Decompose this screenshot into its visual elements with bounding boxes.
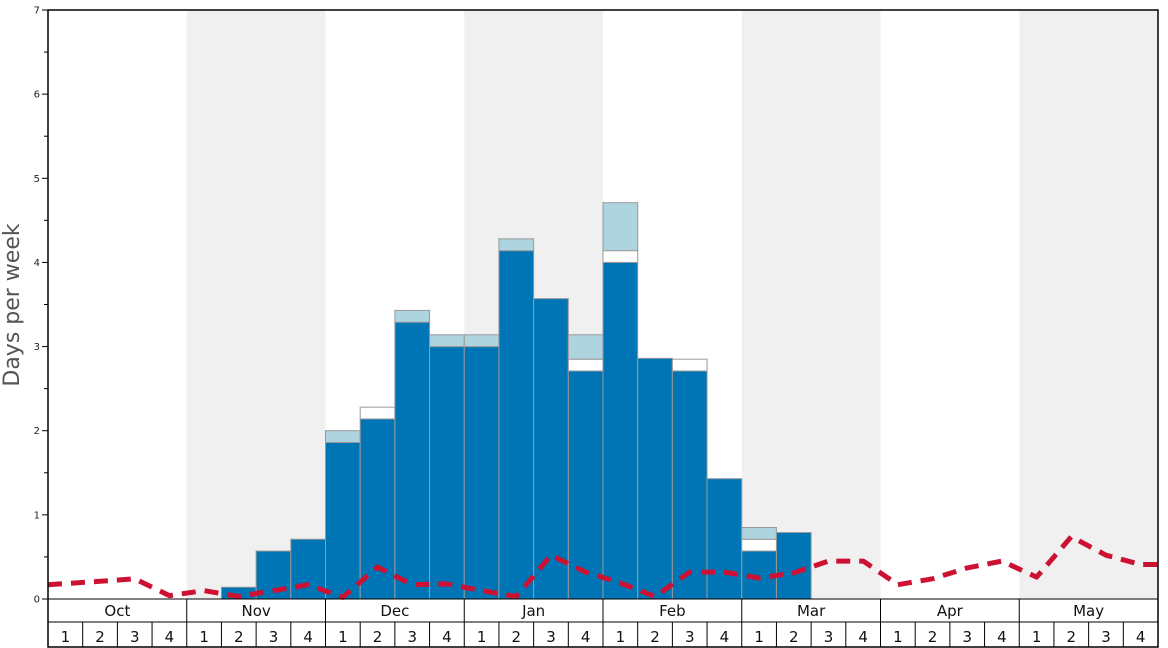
week-label: 4 <box>581 628 591 646</box>
week-label: 3 <box>130 628 140 646</box>
week-label: 1 <box>893 628 903 646</box>
week-label: 4 <box>720 628 730 646</box>
week-label: 2 <box>789 628 799 646</box>
bar-series1-week-9 <box>325 441 361 600</box>
week-label: 3 <box>269 628 279 646</box>
y-axis: 0 1 2 3 4 5 6 7 <box>34 6 48 606</box>
bar-series2-week-10 <box>359 406 396 420</box>
average-line-series <box>47 534 1158 600</box>
month-label-dec: Dec <box>380 602 409 620</box>
week-label: 3 <box>407 628 417 646</box>
week-label: 1 <box>338 628 348 646</box>
week-label: 4 <box>1136 628 1146 646</box>
month-band-mar <box>741 10 881 599</box>
week-label: 1 <box>477 628 487 646</box>
week-label: 1 <box>199 628 209 646</box>
bar-series3-week-21 <box>741 526 777 540</box>
week-label: 2 <box>1067 628 1077 646</box>
bar-series1-week-20 <box>706 478 743 600</box>
month-label-jan: Jan <box>521 602 545 620</box>
y-tick-label: 0 <box>34 595 40 606</box>
bar-series2-week-21 <box>741 538 777 552</box>
y-tick-label: 3 <box>34 342 40 353</box>
month-label-nov: Nov <box>241 602 270 620</box>
month-label-feb: Feb <box>659 602 686 620</box>
week-label: 2 <box>234 628 244 646</box>
month-band-nov <box>186 10 326 599</box>
week-label: 1 <box>754 628 764 646</box>
month-band-may <box>1019 10 1158 599</box>
bar-series3-week-13 <box>463 334 500 348</box>
bar-series3-week-9 <box>325 430 361 443</box>
y-tick-label: 4 <box>34 258 40 269</box>
bar-series1-week-15 <box>533 298 569 600</box>
bar-series3-week-12 <box>429 334 465 348</box>
month-label-may: May <box>1073 602 1104 620</box>
bar-series3-week-17 <box>602 202 639 252</box>
week-label: 4 <box>165 628 175 646</box>
month-label-oct: Oct <box>104 602 130 620</box>
bar-series1-week-22 <box>775 532 812 600</box>
week-label: 1 <box>616 628 626 646</box>
x-axis: Oct 1 2 3 4 Nov 1 2 3 4 Dec 1 2 3 4 Jan 1 2 3 4 Feb 1 2 3 4 Mar 1 2… <box>61 599 1146 647</box>
week-label: 4 <box>858 628 868 646</box>
week-label: 3 <box>824 628 834 646</box>
y-tick-label: 2 <box>34 426 40 437</box>
week-label: 4 <box>303 628 313 646</box>
y-tick-label: 7 <box>34 6 40 17</box>
y-tick-label: 1 <box>34 510 40 521</box>
bar-series2-week-16 <box>567 358 604 372</box>
week-label: 1 <box>1032 628 1042 646</box>
bar-series1-week-17 <box>602 261 639 600</box>
week-label: 2 <box>95 628 105 646</box>
bar-series <box>220 202 812 600</box>
week-label: 3 <box>685 628 695 646</box>
week-label: 2 <box>512 628 522 646</box>
month-label-apr: Apr <box>937 602 964 620</box>
week-label: 3 <box>962 628 972 646</box>
bar-series1-week-13 <box>463 346 500 600</box>
bar-series1-week-16 <box>567 370 604 600</box>
bar-series3-week-11 <box>394 309 431 323</box>
week-label: 2 <box>650 628 660 646</box>
bar-series1-week-10 <box>359 418 396 600</box>
week-label: 2 <box>928 628 938 646</box>
bar-series1-week-11 <box>394 321 431 600</box>
bar-series1-week-12 <box>429 346 465 600</box>
bar-series2-week-17 <box>602 250 639 263</box>
bar-series2-week-19 <box>671 358 708 372</box>
month-label-mar: Mar <box>797 602 826 620</box>
week-label: 2 <box>373 628 383 646</box>
bar-series1-week-18 <box>637 357 673 600</box>
week-label: 4 <box>442 628 452 646</box>
bar-series3-week-14 <box>498 238 535 252</box>
y-tick-label: 6 <box>34 90 40 101</box>
week-label: 1 <box>61 628 71 646</box>
bar-series1-week-19 <box>671 370 708 600</box>
y-axis-label: Days per week <box>0 223 25 386</box>
average-dashed-line <box>47 534 1158 600</box>
bar-series3-week-16 <box>567 334 604 360</box>
week-label: 3 <box>1101 628 1111 646</box>
week-label: 4 <box>997 628 1007 646</box>
y-tick-label: 5 <box>34 174 40 185</box>
week-label: 3 <box>546 628 556 646</box>
bar-series1-week-14 <box>498 250 535 600</box>
